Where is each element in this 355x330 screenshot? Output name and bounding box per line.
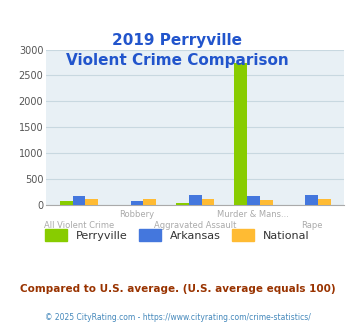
Bar [143, 199, 156, 205]
Bar [189, 194, 202, 205]
Bar [305, 195, 318, 205]
Text: © 2025 CityRating.com - https://www.cityrating.com/crime-statistics/: © 2025 CityRating.com - https://www.city… [45, 313, 310, 322]
Bar [260, 200, 273, 205]
Bar [234, 63, 247, 205]
Bar [72, 196, 85, 205]
Text: Violent Crime Comparison: Violent Crime Comparison [66, 53, 289, 68]
Bar [318, 199, 331, 205]
Bar [131, 201, 143, 205]
Text: 2019 Perryville: 2019 Perryville [113, 33, 242, 48]
Bar [247, 196, 260, 205]
Bar [60, 201, 72, 205]
Bar [202, 199, 214, 205]
Bar [85, 199, 98, 205]
Text: Compared to U.S. average. (U.S. average equals 100): Compared to U.S. average. (U.S. average … [20, 284, 335, 294]
Bar [176, 203, 189, 205]
Legend: Perryville, Arkansas, National: Perryville, Arkansas, National [41, 225, 314, 245]
